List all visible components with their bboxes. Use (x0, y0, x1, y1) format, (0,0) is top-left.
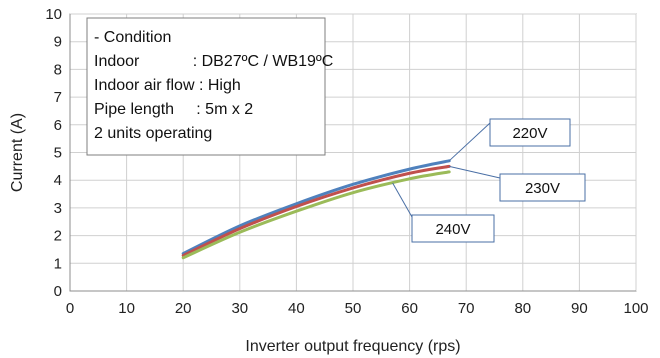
x-tick-label: 40 (288, 300, 305, 317)
x-tick-label: 80 (514, 300, 531, 317)
condition-box-frame (86, 17, 326, 156)
x-tick-label: 60 (401, 300, 418, 317)
y-tick-label: 1 (54, 255, 62, 272)
y-tick-label: 0 (54, 283, 62, 300)
y-tick-label: 8 (54, 61, 62, 78)
series-callouts: 220V 230V 240V (392, 118, 586, 243)
callout-leader-line (449, 165, 501, 179)
callout-label-220v: 220V (512, 125, 547, 142)
series-line-220v (181, 159, 451, 256)
axis-titles: Inverter output frequency (rps) Current … (9, 113, 461, 355)
y-tick-label: 2 (54, 228, 62, 245)
series-line-240v (181, 170, 451, 260)
x-tick-label: 70 (458, 300, 475, 317)
y-tick-label: 10 (45, 6, 62, 23)
callout-box (499, 173, 586, 202)
callout-label-230v: 230V (525, 180, 560, 197)
y-tick-label: 5 (54, 145, 62, 162)
series-line-230v (181, 164, 451, 258)
condition-line: - Condition (94, 29, 171, 46)
x-axis-title: Inverter output frequency (rps) (245, 338, 460, 355)
condition-line: Indoor air flow : High (94, 77, 241, 94)
y-tick-label: 6 (54, 117, 62, 134)
callout-box (411, 214, 495, 243)
x-tick-label: 30 (231, 300, 248, 317)
y-tick-label: 9 (54, 34, 62, 51)
y-tick-label: 7 (54, 89, 62, 106)
callout-box (489, 118, 571, 147)
y-tick-label: 3 (54, 200, 62, 217)
x-tick-label: 20 (175, 300, 192, 317)
x-tick-label: 10 (118, 300, 135, 317)
x-tick-label: 0 (66, 300, 74, 317)
y-axis-title: Current (A) (9, 113, 26, 192)
condition-line: Indoor : DB27ºC / WB19ºC (94, 53, 333, 70)
callout-label-240v: 240V (435, 221, 470, 238)
callout-leader-line (448, 122, 491, 162)
callout-leader-line (392, 182, 413, 218)
series-lines (181, 159, 451, 260)
axes: 0 10 20 30 40 50 60 70 80 90 100 0 1 2 3 4 5 6 7 8 9 10 (45, 6, 648, 317)
condition-line: 2 units operating (94, 125, 212, 142)
x-tick-label: 90 (571, 300, 588, 317)
y-tick-label: 4 (54, 172, 62, 189)
condition-box: - Condition Indoor : DB27ºC / WB19ºC Indoo… (86, 17, 333, 156)
x-tick-label: 50 (345, 300, 362, 317)
x-tick-label: 100 (623, 300, 648, 317)
condition-line: Pipe length : 5m x 2 (94, 101, 253, 118)
